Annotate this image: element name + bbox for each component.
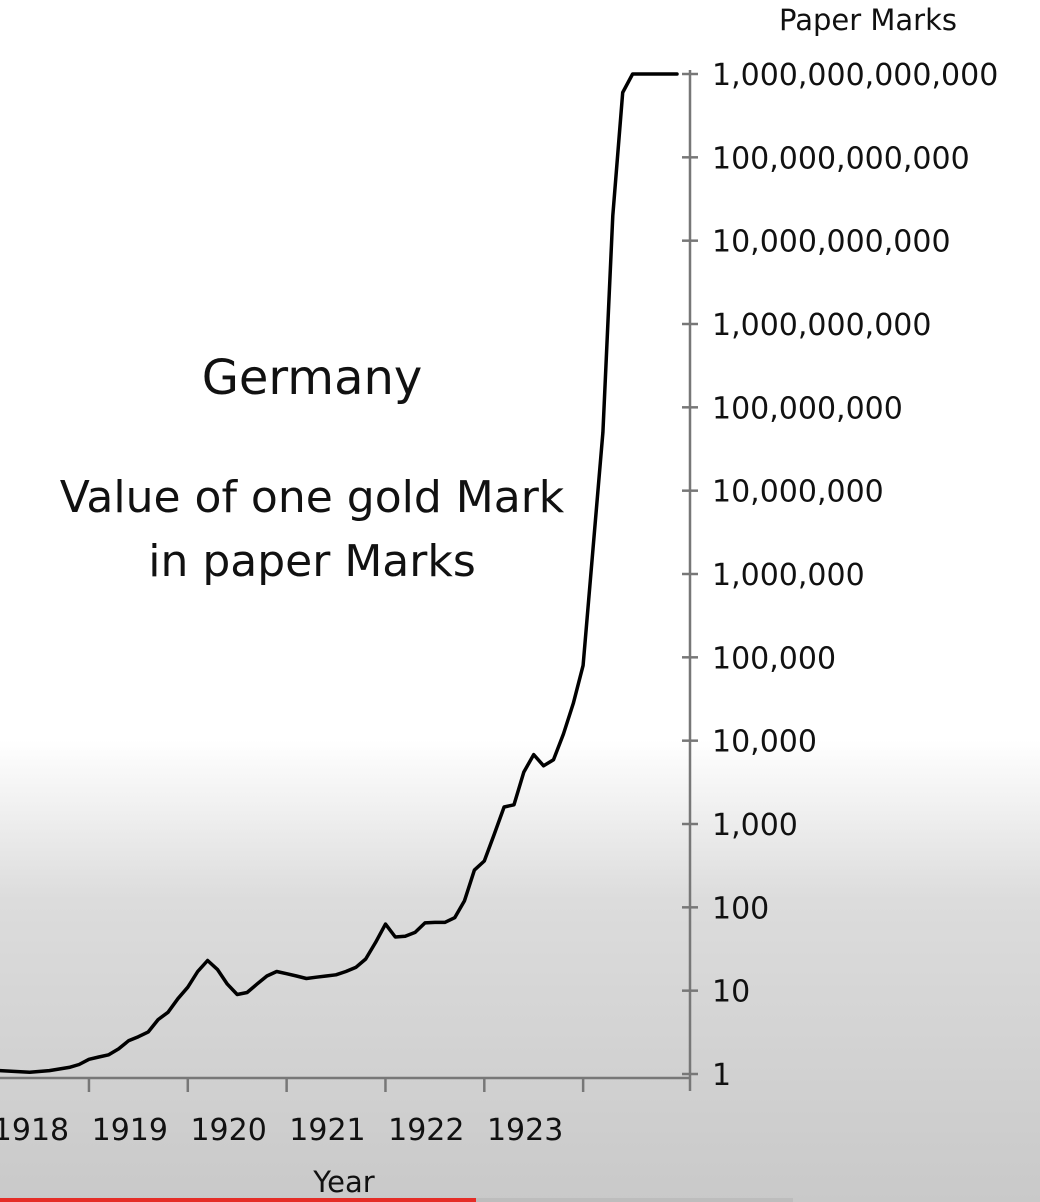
y-tick-label: 1 [712,1058,731,1093]
video-progress-track[interactable] [0,1198,793,1202]
x-tick-label: 1923 [487,1113,563,1148]
y-tick-label: 1,000,000,000 [712,308,931,343]
y-tick-label: 100,000,000 [712,391,903,426]
chart-title: Germany [202,350,423,406]
x-tick-label: 1918 [0,1113,69,1148]
x-tick-label: 1920 [190,1113,266,1148]
y-tick-label: 1,000,000,000,000 [712,58,998,93]
y-tick-label: 10,000 [712,725,817,760]
y-tick-label: 10,000,000 [712,475,884,510]
y-tick-label: 100,000 [712,641,836,676]
x-ticks: 1918 1919 1920 1921 1922 1923 [0,1078,585,1148]
y-tick-label: 1,000 [712,808,798,843]
chart-subtitle-line-2: in paper Marks [148,536,476,587]
video-progress-fill [0,1198,476,1202]
y-tick-label: 10 [712,975,750,1010]
x-tick-label: 1922 [388,1113,464,1148]
x-tick-label: 1919 [92,1113,168,1148]
y-tick-label: 100,000,000,000 [712,141,970,176]
y-ticks: 1 10 100 1,000 10,000 100,000 1,000,000 10,000,… [682,58,998,1093]
y-tick-label: 10,000,000,000 [712,225,951,260]
series-line [0,72,679,1074]
x-axis-title: Year [312,1165,374,1199]
y-tick-label: 100 [712,891,769,926]
y-axis-title: Paper Marks [779,3,957,37]
x-tick-label: 1921 [289,1113,365,1148]
chart-subtitle-line-1: Value of one gold Mark [60,472,565,523]
y-tick-label: 1,000,000 [712,558,865,593]
